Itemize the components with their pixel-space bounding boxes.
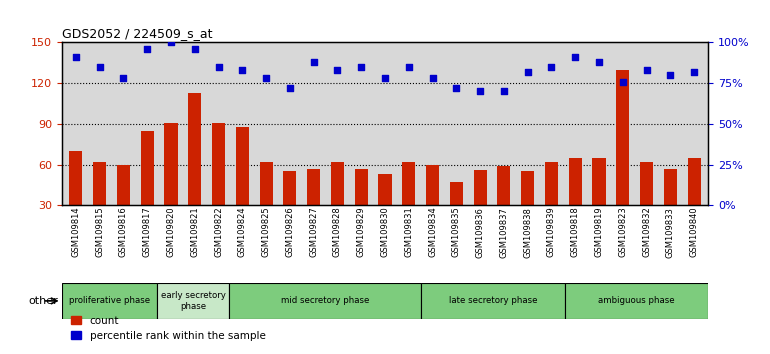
Bar bbox=[259, 162, 273, 246]
Bar bbox=[564, 283, 708, 319]
Point bbox=[189, 46, 201, 52]
Point bbox=[474, 88, 487, 94]
Text: ambiguous phase: ambiguous phase bbox=[598, 296, 675, 306]
Point bbox=[236, 67, 249, 73]
Bar bbox=[93, 162, 106, 246]
Bar bbox=[236, 127, 249, 246]
Bar bbox=[379, 174, 391, 246]
Point bbox=[331, 67, 343, 73]
Text: proliferative phase: proliferative phase bbox=[69, 296, 150, 306]
Bar bbox=[450, 182, 463, 246]
Point bbox=[117, 75, 129, 81]
Text: mid secretory phase: mid secretory phase bbox=[281, 296, 370, 306]
Bar bbox=[117, 165, 130, 246]
Bar bbox=[141, 131, 154, 246]
Point bbox=[141, 46, 153, 52]
Text: early secretory
phase: early secretory phase bbox=[161, 291, 226, 310]
Bar bbox=[229, 283, 421, 319]
Bar bbox=[402, 162, 415, 246]
Bar bbox=[212, 122, 225, 246]
Text: GDS2052 / 224509_s_at: GDS2052 / 224509_s_at bbox=[62, 27, 212, 40]
Bar bbox=[331, 162, 344, 246]
Bar bbox=[283, 171, 296, 246]
Bar bbox=[157, 283, 229, 319]
Bar bbox=[307, 169, 320, 246]
Bar bbox=[62, 283, 157, 319]
Point bbox=[521, 69, 534, 75]
Bar bbox=[426, 165, 439, 246]
Bar bbox=[497, 166, 511, 246]
Point bbox=[641, 67, 653, 73]
Point bbox=[403, 64, 415, 70]
Bar bbox=[664, 169, 677, 246]
Point bbox=[593, 59, 605, 65]
Point bbox=[307, 59, 320, 65]
Point bbox=[165, 40, 177, 45]
Bar bbox=[545, 162, 558, 246]
Point bbox=[379, 75, 391, 81]
Point bbox=[497, 88, 510, 94]
Bar bbox=[688, 158, 701, 246]
Text: late secretory phase: late secretory phase bbox=[449, 296, 537, 306]
Bar bbox=[421, 283, 564, 319]
Point bbox=[545, 64, 557, 70]
Bar bbox=[474, 170, 487, 246]
Point bbox=[283, 85, 296, 91]
Point bbox=[450, 85, 463, 91]
Bar bbox=[640, 162, 653, 246]
Text: other: other bbox=[28, 296, 58, 306]
Point bbox=[688, 69, 700, 75]
Bar bbox=[569, 158, 582, 246]
Point bbox=[665, 72, 677, 78]
Point bbox=[93, 64, 105, 70]
Point bbox=[260, 75, 273, 81]
Bar bbox=[616, 70, 629, 246]
Point bbox=[427, 75, 439, 81]
Point bbox=[617, 79, 629, 84]
Bar bbox=[521, 171, 534, 246]
Point bbox=[70, 54, 82, 60]
Bar bbox=[592, 158, 605, 246]
Point bbox=[569, 54, 581, 60]
Point bbox=[213, 64, 225, 70]
Bar bbox=[69, 151, 82, 246]
Legend: count, percentile rank within the sample: count, percentile rank within the sample bbox=[67, 312, 270, 345]
Bar bbox=[188, 93, 201, 246]
Bar bbox=[355, 169, 368, 246]
Bar bbox=[165, 122, 178, 246]
Point bbox=[355, 64, 367, 70]
